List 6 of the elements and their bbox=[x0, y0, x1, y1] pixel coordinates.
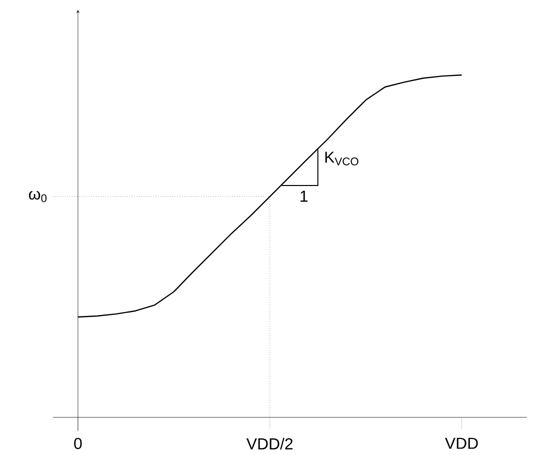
ref-line-label: ω$_{0}$ bbox=[28, 190, 47, 202]
x-tick-label: 0 bbox=[74, 438, 82, 450]
annotation: 1 bbox=[300, 190, 308, 202]
x-tick-label: VDD bbox=[444, 438, 478, 449]
annotation: K$_{VCO}$ bbox=[325, 152, 358, 166]
x-tick-label: VDD/2 bbox=[246, 438, 293, 450]
